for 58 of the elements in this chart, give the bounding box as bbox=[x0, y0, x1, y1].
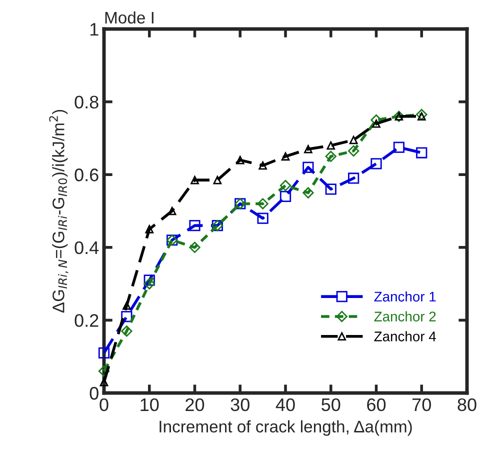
point bbox=[370, 114, 382, 126]
y-tick-label: 0.6 bbox=[74, 168, 98, 182]
legend-label: Zanchor 1 bbox=[374, 291, 436, 302]
x-tick-label: 0 bbox=[100, 398, 108, 412]
point bbox=[325, 184, 336, 195]
point bbox=[168, 206, 176, 216]
y-tick-label: 0.8 bbox=[74, 96, 98, 109]
point bbox=[417, 112, 426, 121]
point bbox=[122, 301, 131, 310]
point bbox=[236, 156, 244, 164]
point bbox=[348, 145, 360, 157]
point bbox=[189, 242, 200, 254]
y-tick-label: 0.4 bbox=[74, 241, 99, 254]
point bbox=[302, 162, 314, 173]
point bbox=[257, 198, 268, 210]
point bbox=[144, 274, 155, 286]
point bbox=[304, 144, 312, 154]
point bbox=[213, 176, 222, 184]
point bbox=[100, 378, 108, 386]
point bbox=[280, 180, 292, 192]
x-tick-label: 20 bbox=[186, 398, 204, 412]
text: ΔG$_{IRi,N}$=(G$_{IRi}$-G$_{IR0}$)/i(kJ/m$^{2}$) bbox=[49, 110, 68, 313]
y-tick-label: 0.2 bbox=[74, 314, 98, 327]
point bbox=[281, 152, 290, 161]
point bbox=[326, 141, 336, 150]
y-tick-label: 1 bbox=[90, 23, 98, 36]
point bbox=[121, 326, 132, 337]
point bbox=[416, 147, 428, 158]
point bbox=[302, 187, 314, 198]
point bbox=[98, 347, 110, 359]
x-axis-title: Increment of crack length, Δa(mm) bbox=[160, 420, 412, 436]
point bbox=[189, 220, 200, 232]
point bbox=[98, 366, 110, 377]
y-tick-label: 0 bbox=[90, 386, 98, 400]
point bbox=[348, 172, 360, 184]
point bbox=[416, 108, 428, 120]
point bbox=[144, 278, 155, 290]
point bbox=[372, 119, 380, 128]
point bbox=[121, 311, 132, 322]
x-tick-label: 30 bbox=[230, 398, 250, 412]
point bbox=[280, 190, 292, 202]
point bbox=[190, 176, 199, 184]
point bbox=[349, 136, 358, 144]
point bbox=[393, 142, 404, 153]
point bbox=[370, 158, 382, 170]
x-tick-label: 50 bbox=[322, 398, 340, 412]
x-tick-label: 80 bbox=[458, 398, 476, 412]
point bbox=[325, 150, 336, 162]
x-tick-label: 70 bbox=[412, 398, 431, 412]
legend-label: Zanchor 2 bbox=[374, 311, 436, 322]
x-tick-label: 60 bbox=[367, 398, 386, 412]
point bbox=[257, 212, 268, 224]
chart-title: Mode I bbox=[105, 11, 154, 24]
legend-label: Zanchor 4 bbox=[374, 331, 436, 342]
point bbox=[258, 161, 267, 170]
point bbox=[145, 225, 154, 234]
x-tick-label: 40 bbox=[276, 398, 295, 412]
x-tick-label: 10 bbox=[140, 398, 159, 412]
